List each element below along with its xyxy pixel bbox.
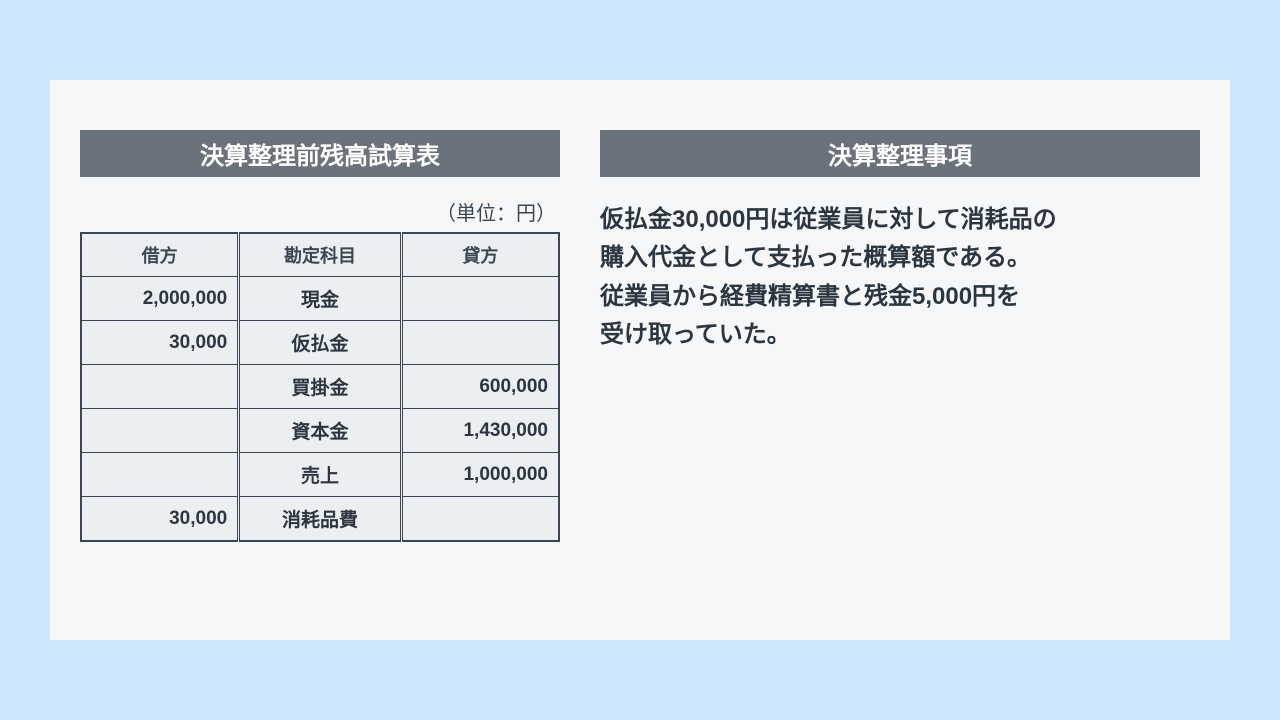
cell-account: 資本金 (239, 409, 402, 453)
table-header-row: 借方 勘定科目 貸方 (81, 233, 559, 277)
table-row: 30,000 消耗品費 (81, 497, 559, 542)
trial-balance-table: 借方 勘定科目 貸方 2,000,000 現金 30,000 仮払金 (80, 232, 560, 542)
cell-credit (401, 497, 559, 542)
desc-line: 受け取っていた。 (600, 321, 791, 348)
trial-balance-title: 決算整理前残高試算表 (80, 130, 560, 177)
cell-debit: 2,000,000 (81, 277, 239, 321)
col-header-account: 勘定科目 (239, 233, 402, 277)
desc-line: 購入代金として支払った概算額である。 (600, 244, 1031, 271)
col-header-debit: 借方 (81, 233, 239, 277)
adjustment-panel: 決算整理事項 仮払金30,000円は従業員に対して消耗品の 購入代金として支払っ… (600, 130, 1200, 610)
cell-account: 仮払金 (239, 321, 402, 365)
cell-credit: 1,000,000 (401, 453, 559, 497)
col-header-credit: 貸方 (401, 233, 559, 277)
cell-account: 売上 (239, 453, 402, 497)
main-card: 決算整理前残高試算表 （単位：円） 借方 勘定科目 貸方 2,000,000 現… (50, 80, 1230, 640)
adjustment-description: 仮払金30,000円は従業員に対して消耗品の 購入代金として支払った概算額である… (600, 201, 1200, 355)
adjustment-title: 決算整理事項 (600, 130, 1200, 177)
table-row: 2,000,000 現金 (81, 277, 559, 321)
table-row: 売上 1,000,000 (81, 453, 559, 497)
table-row: 30,000 仮払金 (81, 321, 559, 365)
cell-debit: 30,000 (81, 321, 239, 365)
cell-credit (401, 277, 559, 321)
cell-debit (81, 409, 239, 453)
trial-balance-panel: 決算整理前残高試算表 （単位：円） 借方 勘定科目 貸方 2,000,000 現… (80, 130, 560, 610)
cell-account: 現金 (239, 277, 402, 321)
desc-line: 従業員から経費精算書と残金5,000円を (600, 283, 1020, 310)
cell-account: 買掛金 (239, 365, 402, 409)
cell-account: 消耗品費 (239, 497, 402, 542)
cell-debit (81, 365, 239, 409)
table-row: 資本金 1,430,000 (81, 409, 559, 453)
unit-label: （単位：円） (80, 197, 560, 226)
cell-credit: 1,430,000 (401, 409, 559, 453)
table-row: 買掛金 600,000 (81, 365, 559, 409)
desc-line: 仮払金30,000円は従業員に対して消耗品の (600, 206, 1057, 233)
cell-credit (401, 321, 559, 365)
cell-debit: 30,000 (81, 497, 239, 542)
cell-debit (81, 453, 239, 497)
cell-credit: 600,000 (401, 365, 559, 409)
